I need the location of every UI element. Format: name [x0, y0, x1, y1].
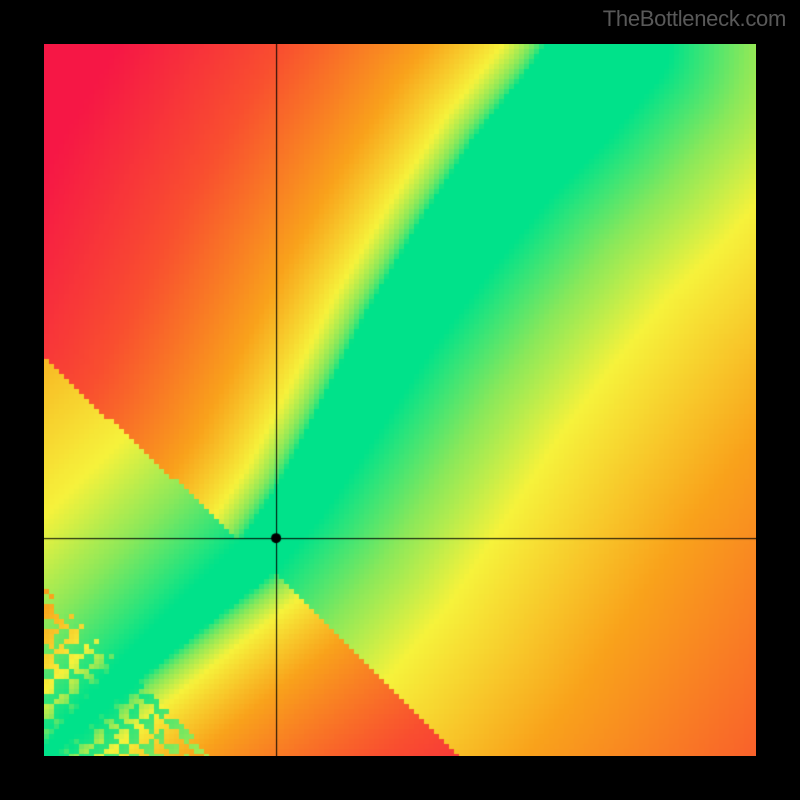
plot-area	[44, 44, 756, 756]
bottleneck-heatmap	[44, 44, 756, 756]
chart-container: TheBottleneck.com	[0, 0, 800, 800]
attribution-label: TheBottleneck.com	[603, 6, 786, 32]
